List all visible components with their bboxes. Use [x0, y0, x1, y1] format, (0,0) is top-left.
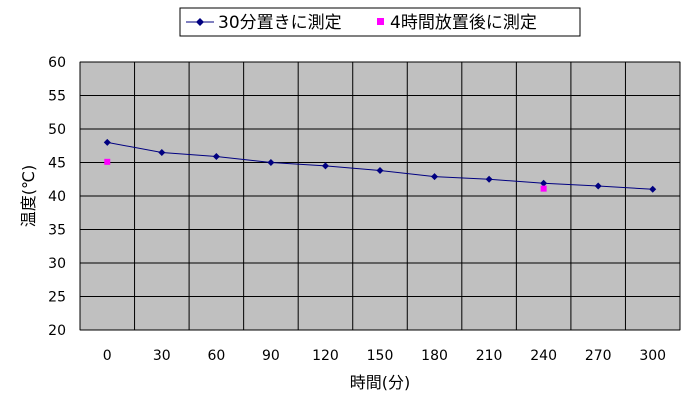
data-point-series-1: [540, 179, 548, 187]
y-tick-label: 55: [48, 89, 66, 105]
data-point-series-1: [103, 138, 111, 146]
x-tick-label: 240: [530, 348, 557, 364]
y-tick-label: 60: [48, 55, 66, 71]
data-point-series-1: [158, 148, 166, 156]
y-axis-ticks: 20 25 30 35 40 45 50 55 60: [48, 55, 66, 339]
x-tick-label: 30: [153, 348, 171, 364]
data-point-series-2: [104, 158, 111, 165]
y-tick-label: 30: [48, 256, 66, 272]
x-tick-label: 210: [476, 348, 503, 364]
data-point-series-1: [431, 173, 439, 181]
x-axis-ticks: 0 30 60 90 120 150 180 210 240 270 300: [103, 348, 666, 364]
data-point-series-1: [212, 152, 220, 160]
y-tick-label: 25: [48, 290, 66, 306]
series-markers: [103, 138, 657, 193]
x-tick-label: 60: [207, 348, 225, 364]
x-tick-label: 90: [262, 348, 280, 364]
data-point-series-1: [649, 185, 657, 193]
x-tick-label: 300: [639, 348, 666, 364]
y-tick-label: 45: [48, 156, 66, 172]
legend: 30分置きに測定 4時間放置後に測定: [179, 7, 581, 37]
y-tick-label: 40: [48, 189, 66, 205]
gridlines: [79, 61, 681, 331]
y-tick-label: 50: [48, 122, 66, 138]
x-tick-label: 120: [312, 348, 339, 364]
x-tick-label: 180: [421, 348, 448, 364]
x-axis-title: 時間(分): [350, 373, 411, 392]
x-tick-label: 150: [367, 348, 394, 364]
y-axis-title: 温度(℃): [19, 165, 38, 227]
data-point-series-2: [540, 185, 547, 192]
y-tick-label: 35: [48, 223, 66, 239]
data-point-series-1: [485, 175, 493, 183]
x-tick-label: 270: [585, 348, 612, 364]
y-tick-label: 20: [48, 323, 66, 339]
data-point-series-1: [594, 182, 602, 190]
legend-marker-series-1: [196, 18, 204, 26]
x-tick-label: 0: [103, 348, 112, 364]
data-point-series-1: [376, 167, 384, 175]
data-point-series-1: [321, 162, 329, 170]
legend-marker-series-2: [377, 18, 384, 25]
legend-label-series-2: 4時間放置後に測定: [390, 13, 537, 33]
data-point-series-1: [267, 159, 275, 166]
legend-label-series-1: 30分置きに測定: [218, 13, 342, 33]
